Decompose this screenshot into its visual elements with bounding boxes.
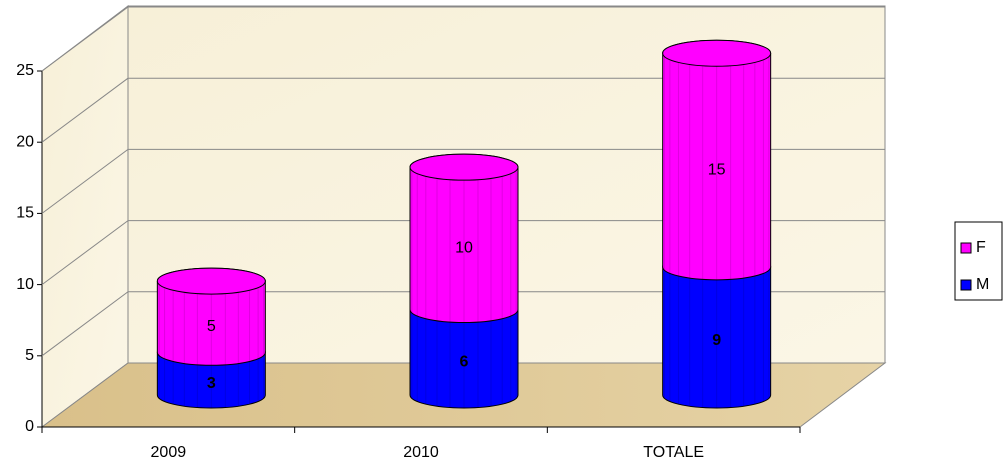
- grid-line: [41, 6, 129, 72]
- y-tick-label: 20: [16, 133, 34, 150]
- grid-line: [41, 220, 129, 286]
- x-tick-label: 2009: [151, 444, 187, 461]
- data-label: 5: [207, 318, 216, 335]
- y-tick-label: 15: [16, 205, 34, 222]
- data-label: 9: [712, 332, 721, 349]
- data-label: 15: [708, 161, 726, 178]
- cylinder-top: [409, 153, 519, 181]
- cylinder-top: [662, 39, 772, 67]
- legend-label: M: [976, 276, 989, 293]
- grid-line: [41, 77, 129, 143]
- cylinder-top: [156, 267, 266, 295]
- y-tick-label: 10: [16, 276, 34, 293]
- side-wall: [41, 4, 129, 428]
- grid-line: [41, 291, 129, 357]
- data-label: 6: [460, 353, 469, 370]
- x-tick-label: 2010: [403, 444, 439, 461]
- x-tick-label: TOTALE: [643, 444, 704, 461]
- legend-swatch: [960, 279, 972, 291]
- grid-line: [41, 148, 129, 214]
- y-tick-label: 0: [25, 418, 34, 435]
- y-tick-label: 5: [25, 347, 34, 364]
- legend-label: F: [976, 239, 986, 256]
- data-label: 10: [455, 240, 473, 257]
- data-label: 3: [207, 375, 216, 392]
- y-tick-label: 25: [16, 62, 34, 79]
- legend-swatch: [960, 242, 972, 254]
